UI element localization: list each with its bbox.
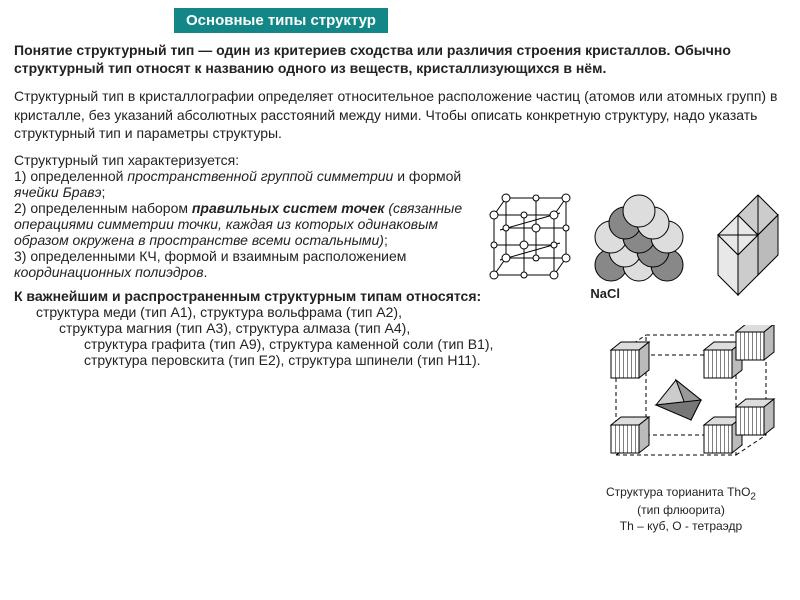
char1-italic: пространственной группой симметрии <box>127 168 393 184</box>
char3-prefix: 3) определенными КЧ, формой и взаимным р… <box>14 248 406 264</box>
characteristics-block: Структурный тип характеризуется: 1) опре… <box>14 152 484 280</box>
char3-italic: координационных полиэдров <box>14 264 204 280</box>
nacl-label: NaCl <box>590 286 620 301</box>
tho2-cap-line3: Th – куб, О - тетраэдр <box>620 519 742 533</box>
tho2-cap-line1: Структура торианита ThO <box>606 485 750 499</box>
char1-suffix: ; <box>101 184 105 200</box>
tho2-subscript: 2 <box>750 491 756 502</box>
char-item-2: 2) определенным набором правильных систе… <box>14 200 484 248</box>
type-line-2: структура магния (тип А3), структура алм… <box>59 320 574 336</box>
intro-paragraph: Понятие структурный тип — один из критер… <box>14 41 784 77</box>
char2-suffix: ; <box>384 232 388 248</box>
char1-mid: и формой <box>393 168 461 184</box>
char-intro-line: Структурный тип характеризуется: <box>14 152 484 168</box>
char1-italic2: ячейки Бравэ <box>14 184 101 200</box>
tho2-cap-line2: (тип флюорита) <box>637 503 725 517</box>
char3-suffix: . <box>204 264 208 280</box>
definition-paragraph: Структурный тип в кристаллографии опреде… <box>14 87 784 142</box>
tho2-caption: Структура торианита ThO2 (тип флюорита) … <box>576 485 786 535</box>
type-line-1: структура меди (тип А1), структура вольф… <box>36 304 574 320</box>
char2-italic: правильных систем точек <box>192 200 385 216</box>
char-item-3: 3) определенными КЧ, формой и взаимным р… <box>14 248 484 280</box>
char2-prefix: 2) определенным набором <box>14 200 192 216</box>
type-line-3: структура графита (тип А9), структура ка… <box>84 336 574 352</box>
slide-title: Основные типы структур <box>174 8 388 33</box>
tho2-diagram <box>586 325 786 480</box>
char-item-1: 1) определенной пространственной группой… <box>14 168 484 200</box>
char1-prefix: 1) определенной <box>14 168 127 184</box>
nacl-diagram <box>486 190 786 300</box>
type-line-4: структура перовскита (тип Е2), структура… <box>84 352 574 368</box>
